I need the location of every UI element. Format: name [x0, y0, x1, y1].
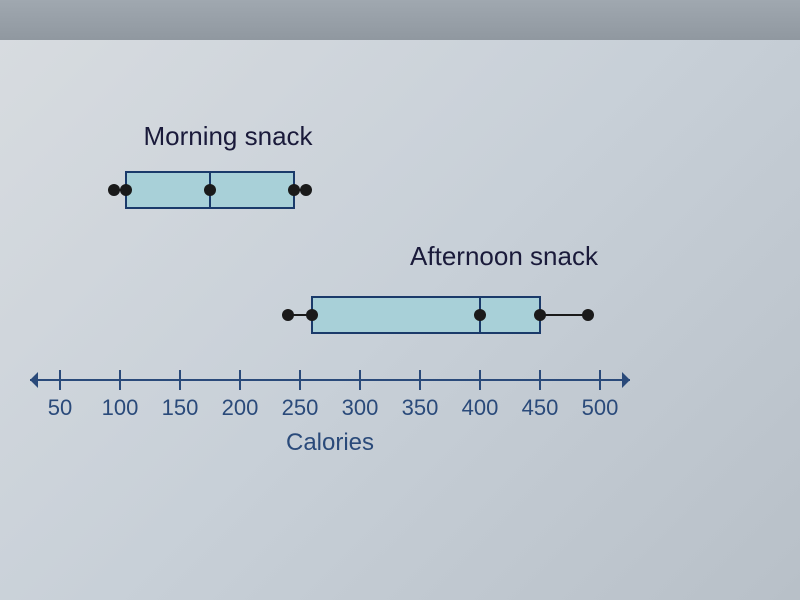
boxplot-afternoon-snack: Afternoon snack [282, 241, 599, 333]
boxplot-chart: 50 100 150 200 250 300 350 400 450 500 Calories Mo… [0, 40, 800, 600]
boxplot-morning-snack: Morning snack [108, 121, 314, 208]
tick-label: 300 [342, 395, 379, 420]
tick-label: 450 [522, 395, 559, 420]
boxplot-series: Morning snack Afternoon snack [108, 121, 599, 333]
series-label: Morning snack [143, 121, 313, 151]
tick-label: 400 [462, 395, 499, 420]
tick-label: 50 [48, 395, 72, 420]
series-label: Afternoon snack [410, 241, 599, 271]
tick-label: 500 [582, 395, 619, 420]
tick-label: 200 [222, 395, 259, 420]
tick-label: 250 [282, 395, 319, 420]
tick-label: 100 [102, 395, 139, 420]
tick-label: 150 [162, 395, 199, 420]
x-axis: 50 100 150 200 250 300 350 400 450 500 Calories [30, 370, 630, 456]
window-top-bar [0, 0, 800, 40]
tick-label: 350 [402, 395, 439, 420]
axis-title: Calories [286, 429, 374, 456]
